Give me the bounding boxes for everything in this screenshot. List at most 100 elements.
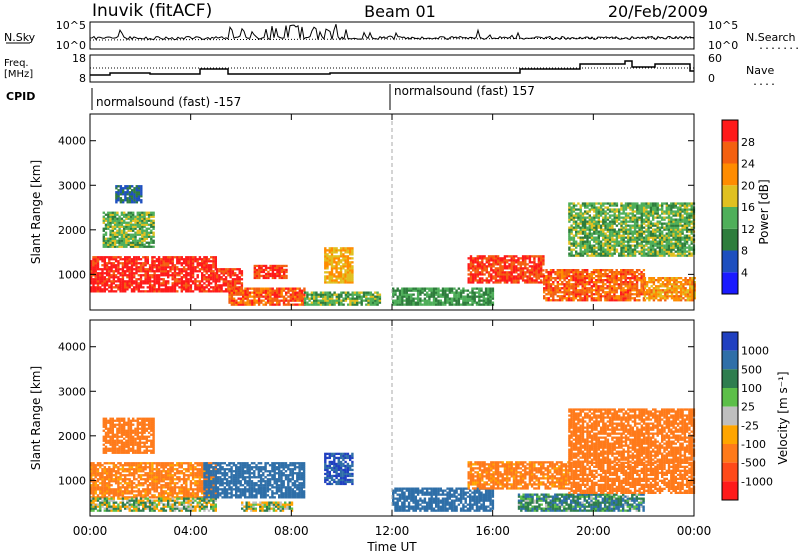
power-cell <box>649 204 653 207</box>
power-cell <box>681 236 684 239</box>
power-cell <box>595 289 598 292</box>
power-cell <box>593 226 596 229</box>
power-cell <box>473 299 476 302</box>
power-cell <box>439 293 442 296</box>
velocity-cell <box>90 488 93 491</box>
power-cell <box>335 297 338 300</box>
power-cell <box>271 303 274 306</box>
power-cell <box>244 289 247 292</box>
power-cell <box>164 266 168 269</box>
power-cell <box>656 202 659 205</box>
power-cell <box>164 288 168 291</box>
power-cell <box>110 264 113 267</box>
power-cell <box>115 197 118 200</box>
power-cell <box>584 220 587 223</box>
power-cell <box>583 269 587 272</box>
power-cell <box>330 263 334 266</box>
power-cell <box>187 264 190 267</box>
power-cell <box>656 230 659 233</box>
power-cell <box>656 228 659 231</box>
power-cell <box>428 303 431 306</box>
power-cell <box>526 263 529 266</box>
power-cell <box>528 261 532 264</box>
power-cell <box>590 244 594 247</box>
power-cell <box>652 297 656 300</box>
power-cell <box>552 297 555 300</box>
power-cell <box>111 245 114 248</box>
power-cell <box>346 271 350 274</box>
power-cell <box>224 280 228 283</box>
power-cell <box>613 234 616 237</box>
power-cell <box>112 290 115 293</box>
power-cell <box>162 258 165 261</box>
power-cell <box>205 264 208 267</box>
power-cell <box>521 255 525 258</box>
power-cell <box>640 204 643 207</box>
power-cell <box>102 229 105 232</box>
power-cell <box>102 237 105 240</box>
power-cell <box>130 264 134 267</box>
power-cell <box>102 241 105 244</box>
power-cell <box>608 202 612 205</box>
power-cell <box>503 273 507 276</box>
power-cell <box>120 221 124 224</box>
velocity-cell <box>90 496 93 499</box>
power-cell <box>280 268 284 272</box>
power-cell <box>326 299 329 302</box>
power-cell <box>608 238 612 241</box>
power-cell <box>101 256 104 259</box>
power-cell <box>613 295 616 298</box>
power-cell <box>528 259 532 262</box>
power-cell <box>613 222 616 225</box>
power-cell <box>561 269 564 272</box>
power-cell <box>593 232 596 235</box>
power-cell <box>123 245 126 248</box>
power-cell <box>333 259 336 262</box>
power-cell <box>124 290 127 293</box>
power-cell <box>346 259 350 262</box>
power-cell <box>155 274 159 277</box>
power-cell <box>133 193 136 196</box>
power-cell <box>283 272 286 276</box>
power-cell <box>416 301 420 304</box>
power-cell <box>99 290 102 293</box>
power-cell <box>236 282 239 285</box>
power-cell <box>273 293 277 296</box>
power-cell <box>132 233 135 236</box>
power-cell <box>645 234 648 237</box>
power-cell <box>567 279 571 282</box>
power-cell <box>667 236 671 239</box>
power-cell <box>128 268 131 271</box>
power-cell <box>467 267 470 270</box>
power-cell <box>597 216 600 219</box>
power-cell <box>613 293 616 296</box>
power-cell <box>674 222 677 225</box>
power-cell <box>590 295 593 298</box>
power-cell <box>104 219 108 222</box>
power-cell <box>218 284 221 287</box>
power-cell <box>602 248 605 251</box>
power-cell <box>656 204 659 207</box>
power-cell <box>658 232 662 235</box>
power-cell <box>613 204 616 207</box>
power-cell <box>94 272 97 275</box>
power-cell <box>264 301 268 304</box>
power-cell <box>119 197 123 200</box>
power-cell <box>462 287 465 290</box>
power-cell <box>617 299 621 302</box>
power-cell <box>661 236 664 239</box>
power-cell <box>606 299 609 302</box>
power-cell <box>633 273 636 276</box>
power-cell <box>519 261 522 264</box>
power-cell <box>271 264 275 268</box>
power-cell <box>487 281 491 284</box>
power-cell <box>365 299 368 302</box>
power-cell <box>547 275 550 278</box>
power-cell <box>99 258 102 261</box>
power-cell <box>673 291 676 294</box>
power-cell <box>675 279 678 282</box>
power-cell <box>342 249 345 252</box>
power-cell <box>649 222 653 225</box>
power-cell <box>448 299 451 302</box>
power-cell <box>276 287 279 290</box>
